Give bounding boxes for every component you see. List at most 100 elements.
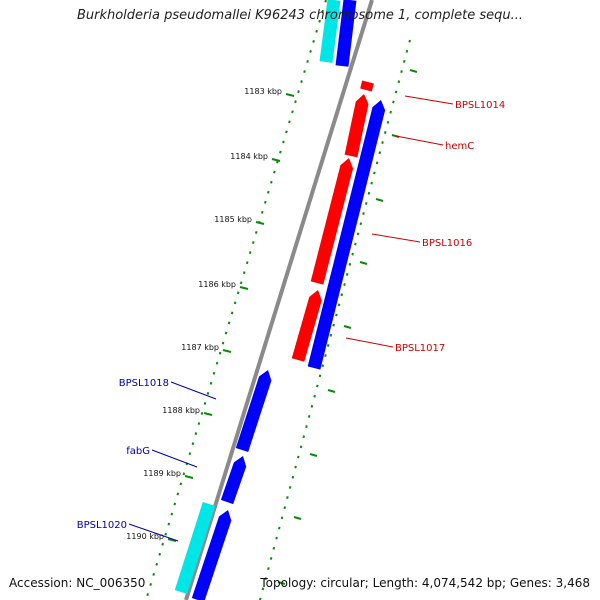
gene-labels: BPSL1014 hemC BPSL1016 BPSL1017 BPSL1018 fabG… xyxy=(77,95,505,542)
ruler-dot xyxy=(400,70,403,74)
ruler-major-tick xyxy=(255,221,265,225)
ruler-dot xyxy=(280,516,284,520)
ruler-major-tick xyxy=(309,453,318,457)
ruler-dot xyxy=(286,496,289,499)
ruler-dot xyxy=(273,170,276,174)
ruler-dot xyxy=(251,241,255,244)
ruler-dot xyxy=(283,506,286,510)
ruler-dot xyxy=(170,512,174,516)
ruler-dot xyxy=(348,262,352,266)
ruler-dot xyxy=(340,293,344,297)
gene-label-leader xyxy=(128,523,179,542)
ruler-label: 1186 kbp xyxy=(198,280,236,289)
gene-label-fabg: fabG xyxy=(126,446,150,457)
gene-label-leader xyxy=(404,95,454,105)
ruler-dot xyxy=(291,475,295,479)
ruler-dot xyxy=(224,331,228,335)
ruler-dot xyxy=(397,80,401,84)
reverse-cds-arrow xyxy=(335,0,357,67)
genome-summary-text: Topology: circular; Length: 4,074,542 bp… xyxy=(260,576,590,590)
gene-label-hemc: hemC xyxy=(445,141,474,152)
ruler-dot xyxy=(303,70,306,73)
ruler-dot xyxy=(209,381,213,385)
ruler-dot xyxy=(227,321,231,325)
ruler-major-tick xyxy=(239,286,249,290)
ruler-dot xyxy=(383,131,387,134)
ruler-dot xyxy=(337,303,341,307)
ruler-dot xyxy=(218,351,222,355)
ruler-dot xyxy=(370,181,373,185)
map-title: Burkholderia pseudomallei K96243 chromos… xyxy=(76,8,524,23)
ruler-dot xyxy=(402,60,406,63)
gene-label-leader xyxy=(345,337,394,348)
ruler-dot xyxy=(152,572,155,576)
ruler-dot xyxy=(261,587,265,591)
ruler-dot xyxy=(359,222,363,226)
cyan-feature xyxy=(319,0,341,63)
ruler-inner-ticks xyxy=(146,0,327,596)
ruler-dot xyxy=(254,231,258,234)
gene-label-bpsl1016: BPSL1016 xyxy=(422,238,472,249)
ruler-dot xyxy=(285,130,288,134)
ruler-dot xyxy=(270,180,273,184)
ruler-dot xyxy=(392,100,395,104)
gene-label-leader xyxy=(395,135,444,146)
ruler-dot xyxy=(297,455,300,459)
ruler-label: 1184 kbp xyxy=(230,152,268,161)
gene-label-bpsl1018: BPSL1018 xyxy=(119,378,169,389)
ruler-dot xyxy=(321,364,325,368)
ruler-dot xyxy=(264,200,267,204)
gene-label-leader xyxy=(151,449,198,468)
ruler-dot xyxy=(191,442,195,446)
forward-cds-arrow xyxy=(360,80,374,92)
ruler-dot xyxy=(278,526,281,530)
gene-label-bpsl1014: BPSL1014 xyxy=(455,100,505,111)
ruler-dot xyxy=(354,242,357,246)
ruler-dot xyxy=(305,425,308,428)
ruler-dot xyxy=(272,546,276,550)
ruler-dot xyxy=(149,583,152,586)
ruler-dot xyxy=(321,9,324,13)
ruler-dot xyxy=(318,19,321,23)
forward-cds-arrow xyxy=(291,290,322,362)
ruler-dot xyxy=(282,140,285,144)
ruler-dot xyxy=(230,311,234,315)
ruler-dot xyxy=(324,354,327,357)
ruler-dot xyxy=(194,432,198,436)
ruler-dot xyxy=(378,151,382,155)
ruler-dot xyxy=(248,251,252,255)
ruler-dot xyxy=(146,593,149,596)
ruler-dot xyxy=(315,29,318,33)
ruler-dot xyxy=(326,344,330,347)
gene-label-bpsl1020: BPSL1020 xyxy=(77,520,127,531)
ruler-dot xyxy=(306,60,309,63)
ruler-dot xyxy=(381,141,384,145)
ruler-major-tick xyxy=(293,516,302,520)
ruler-dot xyxy=(335,313,338,317)
ruler-dot xyxy=(182,472,186,476)
ruler-dot xyxy=(389,110,392,114)
accession-text: Accession: NC_006350 xyxy=(9,576,146,590)
reverse-cds-arrow xyxy=(307,100,386,370)
ruler-dot xyxy=(264,577,267,581)
ruler-dot xyxy=(343,283,346,286)
ruler-dot xyxy=(300,80,303,84)
ruler-dot xyxy=(288,120,291,124)
ruler-dot xyxy=(313,394,316,398)
ruler-dot xyxy=(155,562,158,566)
ruler-outer-ticks xyxy=(258,39,418,600)
ruler-major-tick xyxy=(343,325,352,329)
ruler-major-tick xyxy=(359,261,368,265)
ruler-dot xyxy=(267,567,270,570)
ruler-dot xyxy=(302,435,306,439)
ruler-dot xyxy=(179,482,183,486)
ruler-label: 1187 kbp xyxy=(181,343,219,352)
ruler-dot xyxy=(188,452,192,456)
ruler-major-tick xyxy=(203,412,213,416)
ruler-major-tick xyxy=(222,349,232,353)
ruler-labels: 1183 kbp 1184 kbp 1185 kbp 1186 kbp 1187 kbp… xyxy=(126,87,282,541)
ruler-dot xyxy=(329,333,333,337)
ruler-dot xyxy=(405,49,409,53)
ruler-major-tick xyxy=(327,389,336,393)
ruler-dot xyxy=(197,422,201,425)
